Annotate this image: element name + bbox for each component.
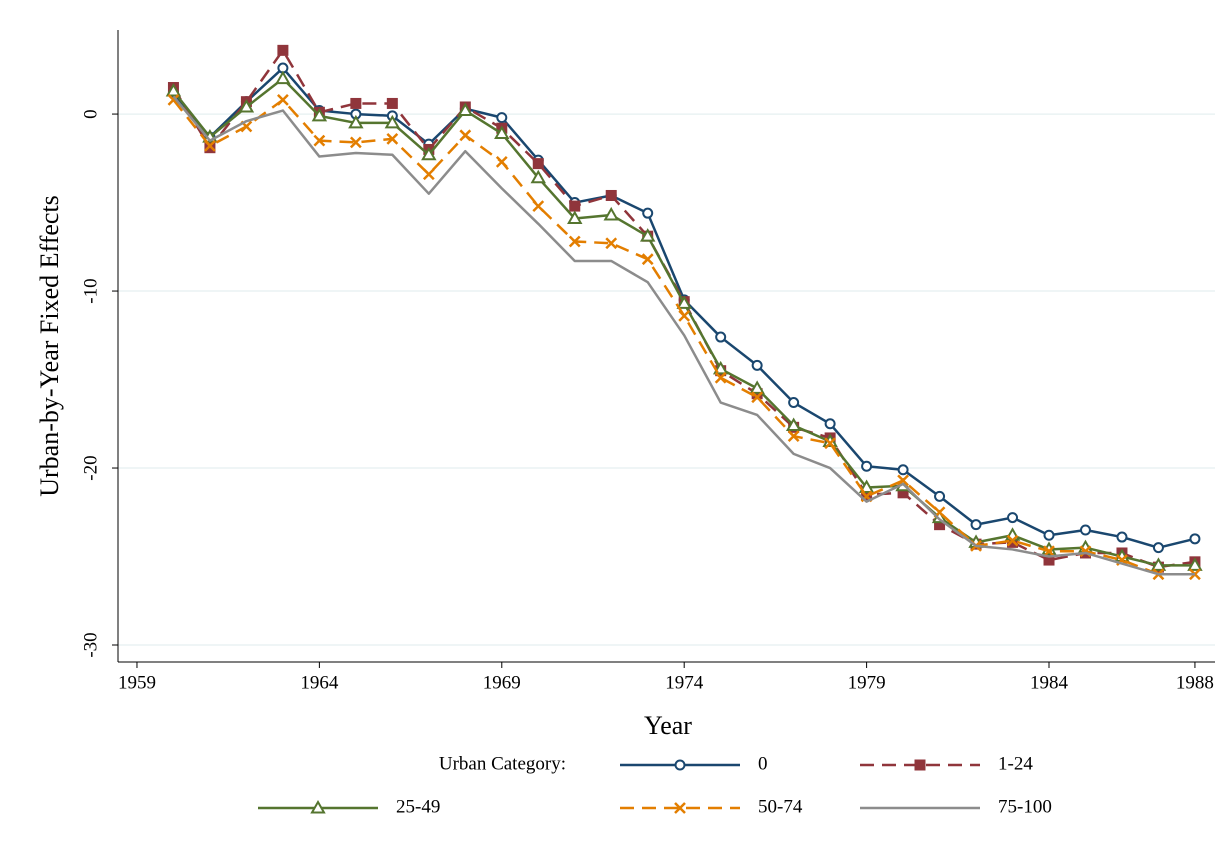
- marker: [421, 146, 437, 161]
- y-tick-label: -20: [80, 455, 101, 480]
- marker: [384, 114, 401, 129]
- x-tick-label: 1979: [848, 672, 886, 693]
- x-tick-label: 1974: [665, 672, 704, 693]
- marker: [530, 169, 546, 184]
- marker: [1152, 542, 1164, 554]
- marker: [1043, 554, 1055, 566]
- x-tick-label: 1969: [483, 672, 521, 693]
- marker: [605, 237, 618, 250]
- marker: [1007, 536, 1019, 548]
- marker: [642, 207, 654, 219]
- legend-label: 25-49: [396, 796, 440, 817]
- marker: [897, 464, 909, 476]
- marker: [934, 490, 946, 502]
- marker: [204, 140, 216, 152]
- marker: [532, 158, 544, 170]
- marker: [749, 380, 765, 394]
- marker: [674, 759, 686, 771]
- marker: [350, 97, 362, 109]
- legend-label: 50-74: [758, 796, 803, 817]
- marker: [676, 295, 692, 309]
- marker: [313, 134, 326, 147]
- marker: [568, 235, 581, 248]
- marker: [1189, 533, 1201, 545]
- marker: [934, 519, 946, 531]
- marker: [641, 253, 654, 266]
- marker: [605, 189, 617, 201]
- series-line: [172, 49, 1196, 569]
- marker: [788, 397, 800, 409]
- marker: [897, 474, 909, 487]
- marker: [167, 94, 180, 106]
- marker: [897, 487, 909, 499]
- marker: [1007, 512, 1019, 524]
- marker: [1006, 534, 1019, 547]
- x-tick-label: 1988: [1176, 672, 1214, 693]
- marker: [495, 155, 508, 168]
- marker: [204, 142, 216, 154]
- marker: [861, 489, 873, 501]
- marker: [714, 371, 727, 384]
- marker: [277, 44, 289, 56]
- marker: [787, 430, 800, 443]
- x-axis-label: Year: [644, 711, 692, 740]
- marker: [457, 102, 474, 117]
- marker: [914, 759, 926, 771]
- y-tick-label: -10: [80, 278, 101, 303]
- marker: [386, 132, 399, 145]
- legend-label: 75-100: [998, 796, 1052, 817]
- marker: [970, 519, 982, 531]
- y-tick-label: -30: [80, 632, 101, 657]
- marker: [496, 112, 508, 124]
- marker: [348, 114, 364, 129]
- series-line: [172, 95, 1195, 576]
- marker: [1116, 531, 1128, 543]
- marker: [459, 129, 472, 142]
- marker: [715, 331, 727, 343]
- legend-label: 1-24: [998, 753, 1033, 774]
- marker: [751, 391, 764, 404]
- marker: [165, 83, 182, 97]
- marker: [1189, 568, 1201, 581]
- marker: [751, 359, 763, 371]
- marker: [422, 168, 435, 181]
- marker: [824, 437, 837, 450]
- marker: [785, 417, 802, 432]
- marker: [1043, 545, 1055, 558]
- marker: [603, 206, 619, 221]
- marker: [1187, 557, 1203, 571]
- marker: [1150, 557, 1167, 571]
- marker: [386, 97, 398, 109]
- marker: [639, 228, 656, 242]
- marker: [238, 98, 255, 113]
- marker: [277, 94, 289, 106]
- marker: [674, 802, 686, 814]
- marker: [311, 107, 328, 122]
- x-tick-label: 1964: [300, 672, 339, 693]
- legend-label: 0: [758, 753, 768, 774]
- marker: [858, 479, 875, 493]
- x-tick-label: 1959: [118, 672, 156, 693]
- marker: [1079, 524, 1091, 536]
- series-line: [172, 98, 1195, 576]
- x-tick-label: 1984: [1030, 672, 1069, 693]
- marker: [532, 200, 545, 212]
- marker: [310, 799, 326, 814]
- marker: [861, 460, 873, 472]
- y-tick-label: 0: [80, 109, 101, 119]
- legend-title: Urban Category:: [439, 753, 566, 774]
- marker: [494, 125, 510, 140]
- marker: [824, 418, 836, 430]
- marker: [349, 136, 362, 149]
- marker: [678, 309, 691, 322]
- marker: [567, 210, 583, 224]
- marker: [569, 200, 581, 212]
- marker: [275, 70, 291, 85]
- marker: [1043, 529, 1055, 541]
- y-axis-label: Urban-by-Year Fixed Effects: [35, 195, 64, 497]
